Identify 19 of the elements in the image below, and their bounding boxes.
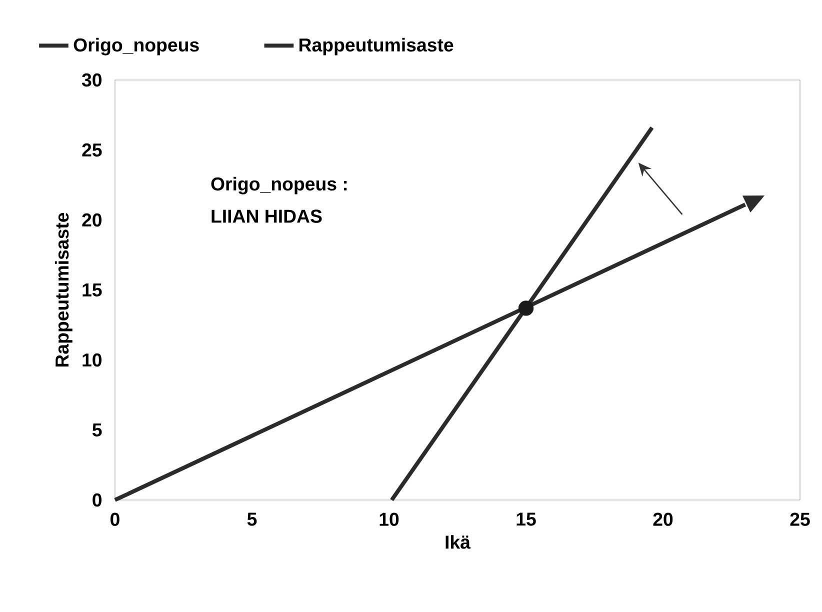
x-tick-label: 10 xyxy=(380,512,399,526)
x-tick-label: 20 xyxy=(653,512,673,526)
y-tick-label: 20 xyxy=(82,213,102,227)
y-tick-label: 15 xyxy=(82,283,102,297)
y-axis-title: Rappeutumisaste xyxy=(54,212,72,367)
y-tick-label: 5 xyxy=(92,423,102,437)
y-tick-label: 0 xyxy=(92,493,102,507)
y-tick-label: 10 xyxy=(82,353,102,367)
x-tick-label: 15 xyxy=(516,512,536,526)
legend-label: Origo_nopeus xyxy=(74,38,199,56)
y-tick-label: 25 xyxy=(82,143,102,157)
x-axis-title: Ikä xyxy=(446,535,471,549)
x-tick-label: 0 xyxy=(110,512,120,526)
annotation: Origo_nopeus : xyxy=(211,176,347,194)
y-tick-label: 30 xyxy=(82,73,102,87)
annotation: LIIAN HIDAS xyxy=(212,210,322,223)
x-tick-label: 5 xyxy=(247,512,257,526)
legend-label: Rappeutumisaste xyxy=(300,38,454,56)
x-tick-label: 25 xyxy=(790,512,810,526)
